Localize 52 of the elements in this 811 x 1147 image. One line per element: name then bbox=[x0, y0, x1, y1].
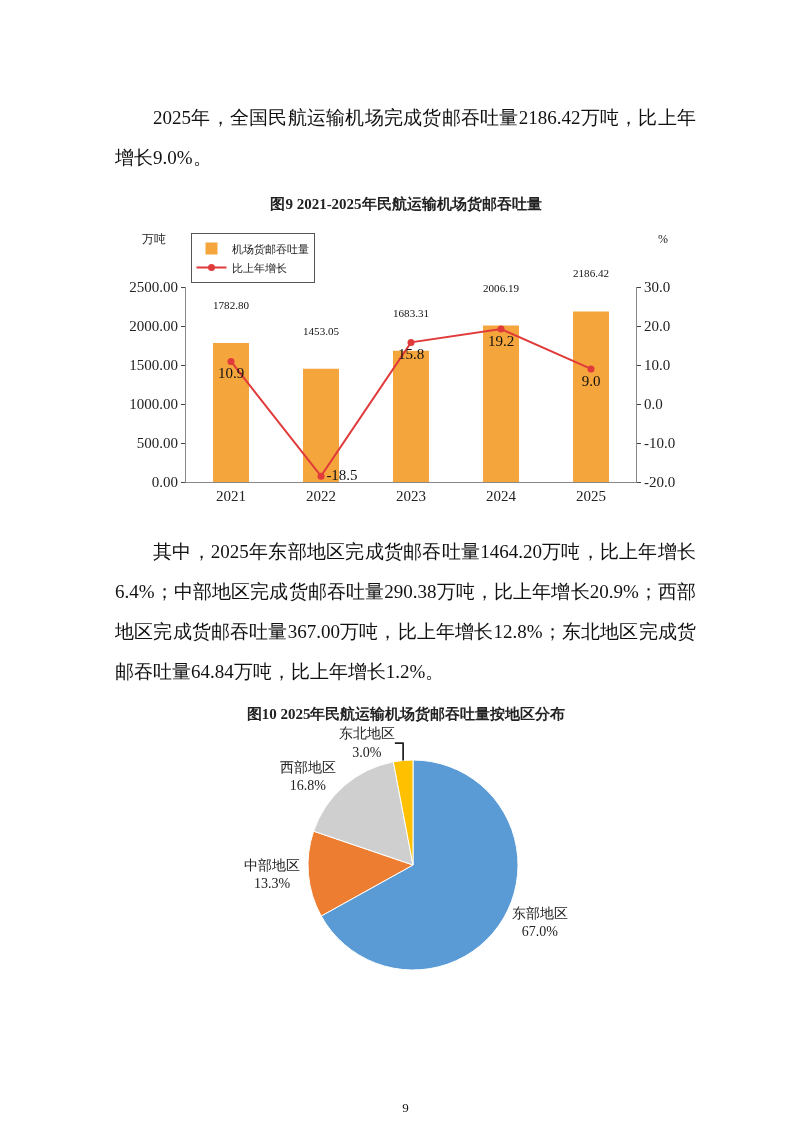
bar bbox=[212, 342, 249, 482]
point bbox=[407, 338, 414, 346]
x-tick-label: 2023 bbox=[395, 488, 426, 504]
data-label: 67.0% bbox=[521, 924, 558, 940]
slice-label: 东部地区 bbox=[511, 905, 568, 921]
y-axis-title: 万吨 bbox=[141, 232, 166, 246]
y2-tick-label: 10.0 bbox=[643, 357, 670, 374]
slice-label: 西部地区 bbox=[279, 759, 336, 775]
data-label: 2006.19 bbox=[482, 281, 519, 294]
data-label: 10.9 bbox=[217, 365, 244, 382]
y2-tick-label: -10.0 bbox=[643, 435, 675, 452]
text: 9 bbox=[401, 1100, 410, 1116]
y2-tick-label: 20.0 bbox=[643, 318, 670, 335]
x-tick-label: 2025 bbox=[575, 488, 606, 504]
x-tick-label: 2024 bbox=[485, 488, 516, 504]
text: 其中，2025年东部地区完成货邮吞吐量1464.20万吨，比上年增长6.4%；中部地区完成货邮吞吐量290.38万吨，比上年增长20.9%；西部地区完成货邮吞吐量367.00万吨，比上年增长12.8%；东北地区完成货邮吞吐量64.84万吨，比上年增长1.2%。 bbox=[115, 540, 696, 684]
data-label: 1453.05 bbox=[302, 324, 339, 337]
y2-axis-title: % bbox=[657, 232, 668, 246]
bar bbox=[392, 350, 429, 482]
point bbox=[227, 357, 234, 365]
point bbox=[587, 365, 594, 373]
chart-title: 图10 2025年民航运输机场货邮吞吐量按地区分布 bbox=[246, 705, 565, 723]
y-tick-label: 0.00 bbox=[151, 474, 178, 491]
data-label: 3.0% bbox=[351, 744, 382, 760]
y-tick-label: 1000.00 bbox=[128, 396, 178, 413]
text: 2025年，全国民航运输机场完成货邮吞吐量2186.42万吨，比上年增长9.0%。 bbox=[115, 106, 696, 170]
y-tick-label: 500.00 bbox=[136, 435, 178, 452]
data-label: 9.0 bbox=[581, 372, 600, 389]
y2-tick-label: 30.0 bbox=[643, 279, 670, 296]
y-tick-label: 1500.00 bbox=[128, 357, 178, 374]
slice-label: 东北地区 bbox=[338, 726, 395, 742]
slice-label: 中部地区 bbox=[243, 857, 300, 873]
point bbox=[317, 472, 324, 480]
y-tick-label: 2000.00 bbox=[128, 318, 178, 335]
data-label: 16.8% bbox=[289, 777, 326, 793]
data-label: 1683.31 bbox=[392, 306, 429, 319]
point bbox=[497, 325, 504, 333]
y2-tick-label: -20.0 bbox=[643, 474, 675, 491]
data-label: 13.3% bbox=[253, 876, 291, 892]
y-tick-label: 2500.00 bbox=[128, 279, 178, 296]
data-label: 15.8 bbox=[397, 346, 424, 363]
x-tick-label: 2021 bbox=[215, 488, 246, 504]
data-label: 2186.42 bbox=[572, 267, 609, 280]
data-label: 1782.80 bbox=[212, 298, 249, 311]
legend-label: 机场货邮吞吐量 bbox=[231, 242, 308, 255]
bar bbox=[482, 325, 519, 482]
y2-tick-label: 0.0 bbox=[643, 396, 663, 413]
legend-label: 比上年增长 bbox=[231, 261, 286, 274]
chart-title: 图9 2021-2025年民航运输机场货邮吞吐量 bbox=[269, 195, 542, 213]
bar bbox=[572, 311, 609, 482]
data-label: 19.2 bbox=[487, 332, 514, 349]
x-tick-label: 2022 bbox=[305, 488, 336, 504]
